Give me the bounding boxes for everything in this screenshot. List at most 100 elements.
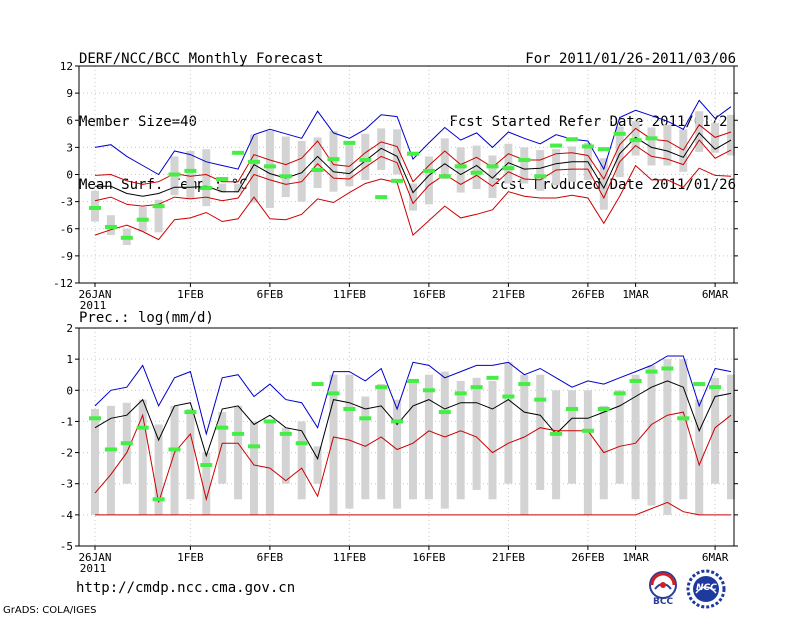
- series-line-ensemble-mean: [94, 380, 732, 461]
- spread-box: [456, 147, 465, 193]
- y-tick-label: -5: [60, 540, 73, 553]
- observed-marker: [104, 447, 117, 452]
- observed-marker: [534, 397, 547, 402]
- observed-marker: [168, 172, 181, 177]
- y-tick-label: 1: [66, 353, 73, 366]
- spread-box: [218, 412, 227, 484]
- y-tick-label: -1: [60, 415, 73, 428]
- observed-marker: [263, 419, 276, 424]
- observed-marker: [343, 406, 356, 411]
- x-tick-label: 6MAR: [702, 288, 729, 301]
- observed-marker: [613, 131, 626, 136]
- spread-box: [250, 421, 258, 515]
- observed-marker: [518, 158, 531, 163]
- observed-marker: [248, 159, 260, 164]
- spread-box: [345, 374, 354, 509]
- observed-marker: [613, 391, 626, 396]
- observed-marker: [422, 388, 435, 393]
- observed-marker: [359, 158, 372, 163]
- spread-box: [488, 155, 497, 199]
- spread-box: [568, 146, 576, 182]
- observed-marker: [470, 385, 483, 390]
- observed-marker: [534, 174, 547, 179]
- observed-marker: [486, 375, 499, 380]
- observed-marker: [295, 441, 308, 446]
- series-line-ensemble-min: [94, 164, 732, 241]
- header-right: For 2011/01/26-2011/03/06 Fcst Started R…: [449, 7, 736, 217]
- observed-marker: [136, 425, 149, 430]
- y-tick-label: 3: [66, 141, 73, 154]
- observed-marker: [454, 164, 467, 169]
- observed-marker: [216, 177, 229, 182]
- precip-title: Prec.: log(mm/d): [79, 310, 214, 326]
- x-tick-label: 1FEB: [177, 288, 204, 301]
- spread-box: [297, 141, 306, 202]
- observed-marker: [248, 444, 260, 449]
- x-tick-label: 26JAN: [78, 288, 111, 301]
- observed-marker: [550, 431, 563, 436]
- x-tick-label: 6MAR: [702, 551, 729, 564]
- spread-box: [409, 380, 417, 500]
- spread-box: [695, 399, 704, 515]
- observed-marker: [502, 166, 515, 171]
- observed-marker: [152, 204, 165, 209]
- x-tick-label: 6FEB: [257, 288, 284, 301]
- observed-marker: [263, 164, 276, 169]
- chart-title: DERF/NCC/BCC Monthly Forecast: [79, 51, 324, 67]
- observed-marker: [200, 463, 213, 468]
- spread-box: [536, 374, 545, 490]
- y-tick-label: 6: [66, 114, 73, 127]
- spread-box: [234, 183, 243, 193]
- observed-marker: [645, 369, 658, 374]
- series-line-ensemble-max: [94, 99, 732, 176]
- footer-url[interactable]: http://cmdp.ncc.cma.gov.cn: [76, 580, 296, 596]
- spread-box: [679, 359, 688, 500]
- observed-marker: [232, 150, 245, 155]
- grads-credit: GrADS: COLA/IGES: [3, 605, 97, 616]
- observed-marker: [645, 136, 658, 141]
- spread-box: [377, 384, 386, 500]
- forecast-period: For 2011/01/26-2011/03/06: [525, 51, 736, 67]
- spread-box: [218, 183, 227, 193]
- spread-box: [250, 134, 258, 203]
- spread-box: [329, 131, 338, 192]
- y-tick-label: 0: [66, 384, 73, 397]
- spread-box: [663, 359, 672, 515]
- spread-box: [424, 156, 433, 205]
- bcc-logo-text: BCC: [653, 597, 674, 607]
- spread-box: [488, 380, 497, 500]
- spread-box: [281, 427, 290, 484]
- spread-box: [727, 374, 735, 500]
- observed-marker: [375, 195, 388, 200]
- series-line-ensemble-min: [95, 501, 731, 516]
- observed-marker: [597, 406, 610, 411]
- observed-marker: [677, 416, 690, 421]
- spread-box: [91, 408, 99, 515]
- x-tick-label-year: 2011: [80, 562, 107, 575]
- spread-box: [520, 374, 529, 515]
- observed-marker: [566, 137, 578, 142]
- spread-box: [647, 365, 656, 506]
- x-tick-label: 1MAR: [622, 288, 649, 301]
- series-line-lower: [94, 139, 732, 207]
- observed-marker: [216, 425, 229, 430]
- spread-box: [265, 131, 274, 208]
- spread-box: [409, 183, 417, 211]
- spread-box: [440, 138, 449, 180]
- observed-marker: [391, 178, 404, 183]
- spread-box: [234, 405, 243, 500]
- spread-box: [393, 399, 402, 509]
- observed-marker: [327, 157, 340, 162]
- x-tick-label: 16FEB: [412, 288, 445, 301]
- observed-marker: [470, 170, 483, 175]
- spread-box: [297, 421, 306, 500]
- spread-box: [727, 114, 735, 156]
- spread-box: [170, 405, 179, 515]
- x-tick-label: 26FEB: [571, 551, 604, 564]
- x-tick-label-year: 2011: [80, 299, 107, 312]
- spread-box: [520, 147, 529, 184]
- x-tick-label: 21FEB: [492, 551, 525, 564]
- spread-box: [504, 143, 513, 184]
